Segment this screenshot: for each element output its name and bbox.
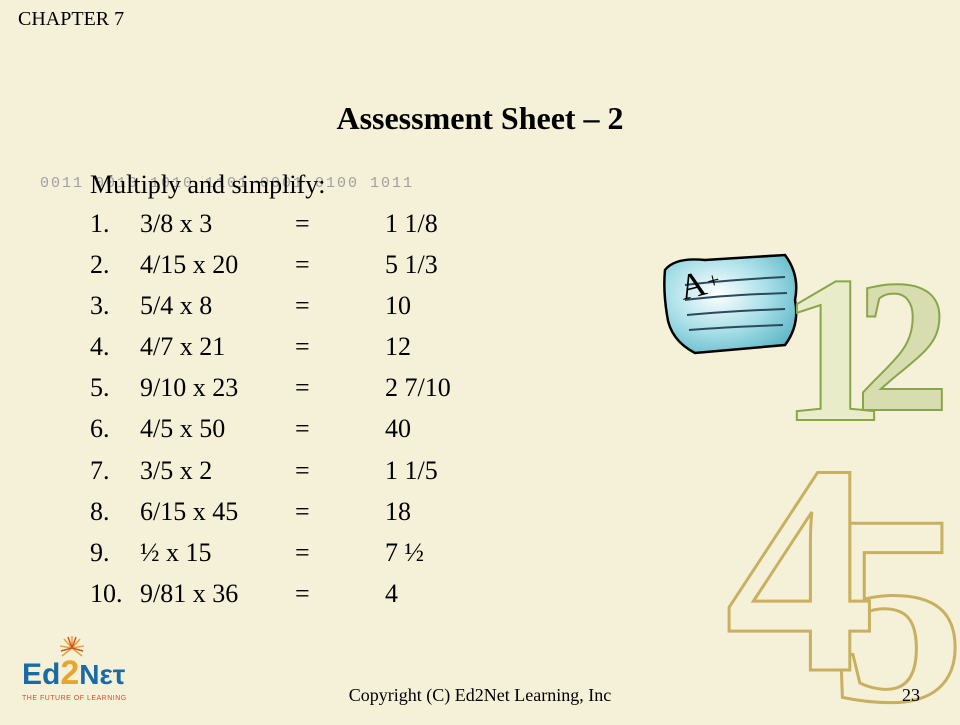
problem-answer: 40 [385, 411, 505, 446]
equals-sign: = [295, 411, 385, 446]
problem-row: 3.5/4 x 8=10 [90, 288, 505, 323]
svg-text:5: 5 [830, 460, 960, 720]
equals-sign: = [295, 370, 385, 405]
page-number: 23 [902, 685, 920, 706]
problem-number: 8. [90, 494, 140, 529]
problem-answer: 18 [385, 494, 505, 529]
problem-number: 7. [90, 453, 140, 488]
equals-sign: = [295, 329, 385, 364]
problem-row: 7.3/5 x 2=1 1/5 [90, 453, 505, 488]
problem-row: 4.4/7 x 21=12 [90, 329, 505, 364]
problem-row: 2.4/15 x 20=5 1/3 [90, 247, 505, 282]
problem-list: 1.3/8 x 3=1 1/82.4/15 x 20=5 1/33.5/4 x … [90, 206, 505, 611]
content-block: Multiply and simplify: 1.3/8 x 3=1 1/82.… [90, 170, 505, 617]
equals-sign: = [295, 247, 385, 282]
svg-text:2: 2 [855, 242, 950, 452]
problem-number: 2. [90, 247, 140, 282]
problem-expression: 9/81 x 36 [140, 576, 295, 611]
problem-number: 4. [90, 329, 140, 364]
equals-sign: = [295, 576, 385, 611]
equals-sign: = [295, 453, 385, 488]
page-title: Assessment Sheet – 2 [0, 100, 960, 137]
problem-answer: 12 [385, 329, 505, 364]
problem-row: 6.4/5 x 50=40 [90, 411, 505, 446]
problem-expression: 9/10 x 23 [140, 370, 295, 405]
problem-answer: 2 7/10 [385, 370, 505, 405]
instruction-text: Multiply and simplify: [90, 170, 505, 200]
problem-expression: 4/5 x 50 [140, 411, 295, 446]
equals-sign: = [295, 206, 385, 241]
problem-row: 8.6/15 x 45=18 [90, 494, 505, 529]
problem-expression: 5/4 x 8 [140, 288, 295, 323]
chapter-label: CHAPTER 7 [18, 8, 124, 31]
ed2net-logo: Ed 2 Nετ THE FUTURE OF LEARNING [22, 654, 137, 702]
a-plus-paper-icon: A + [645, 245, 815, 365]
problem-expression: 3/5 x 2 [140, 453, 295, 488]
equals-sign: = [295, 535, 385, 570]
copyright-footer: Copyright (C) Ed2Net Learning, Inc [0, 685, 960, 706]
equals-sign: = [295, 288, 385, 323]
problem-answer: 4 [385, 576, 505, 611]
problem-row: 1.3/8 x 3=1 1/8 [90, 206, 505, 241]
problem-number: 6. [90, 411, 140, 446]
problem-answer: 1 1/8 [385, 206, 505, 241]
problem-row: 9.½ x 15=7 ½ [90, 535, 505, 570]
svg-text:4: 4 [725, 403, 875, 720]
logo-burst-icon [60, 636, 84, 660]
problem-expression: 4/15 x 20 [140, 247, 295, 282]
problem-answer: 5 1/3 [385, 247, 505, 282]
problem-expression: ½ x 15 [140, 535, 295, 570]
problem-number: 5. [90, 370, 140, 405]
problem-expression: 6/15 x 45 [140, 494, 295, 529]
problem-number: 3. [90, 288, 140, 323]
problem-answer: 7 ½ [385, 535, 505, 570]
problem-number: 9. [90, 535, 140, 570]
logo-tagline: THE FUTURE OF LEARNING [22, 695, 137, 702]
problem-row: 5.9/10 x 23=2 7/10 [90, 370, 505, 405]
problem-answer: 10 [385, 288, 505, 323]
equals-sign: = [295, 494, 385, 529]
problem-expression: 3/8 x 3 [140, 206, 295, 241]
problem-row: 10.9/81 x 36=4 [90, 576, 505, 611]
problem-number: 10. [90, 576, 140, 611]
logo-net-text: Nετ [79, 659, 125, 691]
problem-expression: 4/7 x 21 [140, 329, 295, 364]
problem-number: 1. [90, 206, 140, 241]
problem-answer: 1 1/5 [385, 453, 505, 488]
logo-ed-text: Ed [22, 658, 60, 692]
